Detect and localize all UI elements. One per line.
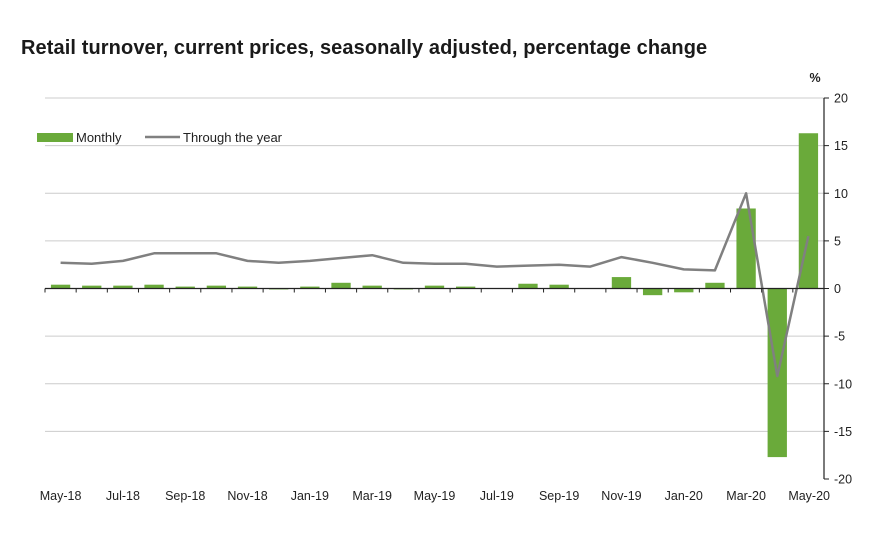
bar-May-20 <box>798 133 819 289</box>
bar-Dec-19 <box>642 288 663 296</box>
y-axis-unit-label: % <box>809 71 820 85</box>
y-tick-label-15: 15 <box>834 139 848 153</box>
bar-Sep-18 <box>175 286 195 289</box>
monthly-bars <box>50 133 819 458</box>
legend-through-the-year-label: Through the year <box>183 130 283 145</box>
x-tick-label-May-18: May-18 <box>40 489 82 503</box>
bar-Feb-20 <box>705 282 725 289</box>
y-tick-label-10: 10 <box>834 187 848 201</box>
y-tick-label--20: -20 <box>834 473 852 487</box>
bar-Jan-19 <box>300 286 320 289</box>
x-tick-label-Sep-19: Sep-19 <box>539 489 579 503</box>
x-tick-label-Jan-19: Jan-19 <box>291 489 329 503</box>
bar-Jul-18 <box>113 285 133 289</box>
y-tick-label-0: 0 <box>834 282 841 296</box>
x-tick-labels: May-18 Jul-18 Sep-18 Nov-18 Jan-19 Mar-19 May-… <box>40 489 830 503</box>
bar-Nov-18 <box>237 286 258 289</box>
gridlines <box>45 97 829 480</box>
x-tick-label-May-20: May-20 <box>788 489 830 503</box>
y-tick-label--5: -5 <box>834 330 845 344</box>
legend-monthly-label: Monthly <box>76 130 122 145</box>
y-tick-label--15: -15 <box>834 425 852 439</box>
through-the-year-line <box>60 192 810 378</box>
y-tick-label--10: -10 <box>834 377 852 391</box>
bar-Aug-18 <box>144 284 164 289</box>
bar-Jun-19 <box>456 286 476 289</box>
bar-May-19 <box>424 285 445 289</box>
y-tick-labels: 20 15 10 5 0 -5 -10 -15 -20 <box>834 92 852 487</box>
x-tick-label-Nov-18: Nov-18 <box>227 489 267 503</box>
x-tick-label-Sep-18: Sep-18 <box>165 489 205 503</box>
bar-Mar-20 <box>736 208 756 289</box>
x-tick-label-Jul-19: Jul-19 <box>480 489 514 503</box>
x-tick-label-May-19: May-19 <box>414 489 456 503</box>
bar-May-18 <box>50 284 71 289</box>
legend: Monthly Through the year <box>37 130 283 145</box>
legend-monthly-swatch <box>37 133 73 142</box>
x-tick-label-Mar-19: Mar-19 <box>352 489 392 503</box>
bar-Oct-18 <box>206 285 227 289</box>
y-tick-label-5: 5 <box>834 234 841 248</box>
x-tick-label-Nov-19: Nov-19 <box>601 489 641 503</box>
x-tick-label-Jul-18: Jul-18 <box>106 489 140 503</box>
through-the-year-polyline <box>60 192 810 378</box>
x-tick-label-Jan-20: Jan-20 <box>665 489 703 503</box>
bar-Sep-19 <box>549 284 569 289</box>
bar-Feb-19 <box>331 282 351 289</box>
axes <box>44 98 825 479</box>
bar-Jan-20 <box>674 288 694 293</box>
bar-Jun-18 <box>82 285 102 289</box>
chart-title: Retail turnover, current prices, seasona… <box>21 37 708 59</box>
bar-Mar-19 <box>362 285 382 289</box>
bar-Aug-19 <box>518 283 538 289</box>
bar-Nov-19 <box>611 277 632 289</box>
y-tick-label-20: 20 <box>834 92 848 106</box>
x-tick-label-Mar-20: Mar-20 <box>726 489 766 503</box>
